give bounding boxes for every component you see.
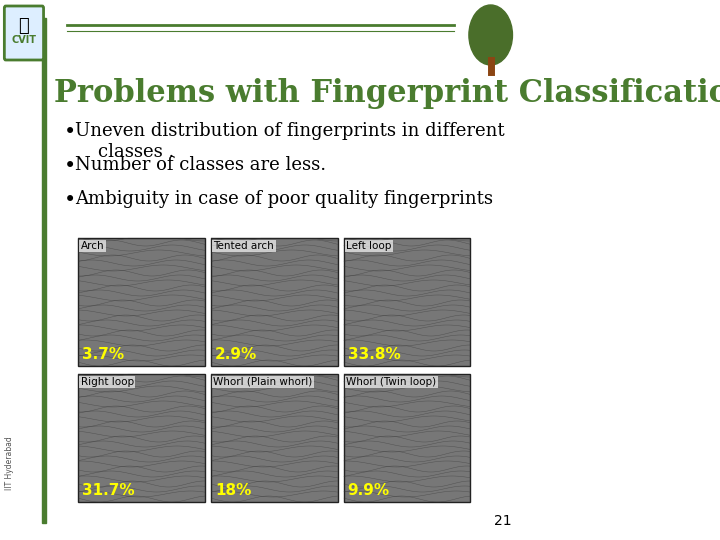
Text: Problems with Fingerprint Classification: Problems with Fingerprint Classification <box>55 78 720 109</box>
Text: 18%: 18% <box>215 483 251 498</box>
Text: CVIT: CVIT <box>12 35 37 45</box>
Text: Number of classes are less.: Number of classes are less. <box>75 156 326 174</box>
Text: 2.9%: 2.9% <box>215 347 257 362</box>
Text: 31.7%: 31.7% <box>82 483 135 498</box>
Text: 3.7%: 3.7% <box>82 347 124 362</box>
Bar <box>78 238 204 366</box>
Text: •: • <box>64 190 76 210</box>
Text: 33.8%: 33.8% <box>348 347 400 362</box>
Bar <box>211 374 338 502</box>
Text: Tented arch: Tented arch <box>213 241 274 251</box>
Circle shape <box>469 5 513 65</box>
Bar <box>211 238 338 366</box>
Text: Uneven distribution of fingerprints in different
    classes .: Uneven distribution of fingerprints in d… <box>75 122 505 161</box>
Text: IIT Hyderabad: IIT Hyderabad <box>5 436 14 490</box>
Text: Ambiguity in case of poor quality fingerprints: Ambiguity in case of poor quality finger… <box>75 190 492 208</box>
Text: Whorl (Twin loop): Whorl (Twin loop) <box>346 377 436 387</box>
Text: 👁: 👁 <box>19 17 30 35</box>
FancyBboxPatch shape <box>4 6 43 60</box>
Text: •: • <box>64 156 76 176</box>
Text: 9.9%: 9.9% <box>348 483 390 498</box>
Bar <box>42 18 46 523</box>
Text: Right loop: Right loop <box>81 377 134 387</box>
Text: Left loop: Left loop <box>346 241 392 251</box>
Text: Arch: Arch <box>81 241 104 251</box>
Text: •: • <box>64 122 76 142</box>
Bar <box>344 238 470 366</box>
Text: 21: 21 <box>494 514 512 528</box>
Bar <box>78 374 204 502</box>
Text: Whorl (Plain whorl): Whorl (Plain whorl) <box>213 377 312 387</box>
Bar <box>344 374 470 502</box>
